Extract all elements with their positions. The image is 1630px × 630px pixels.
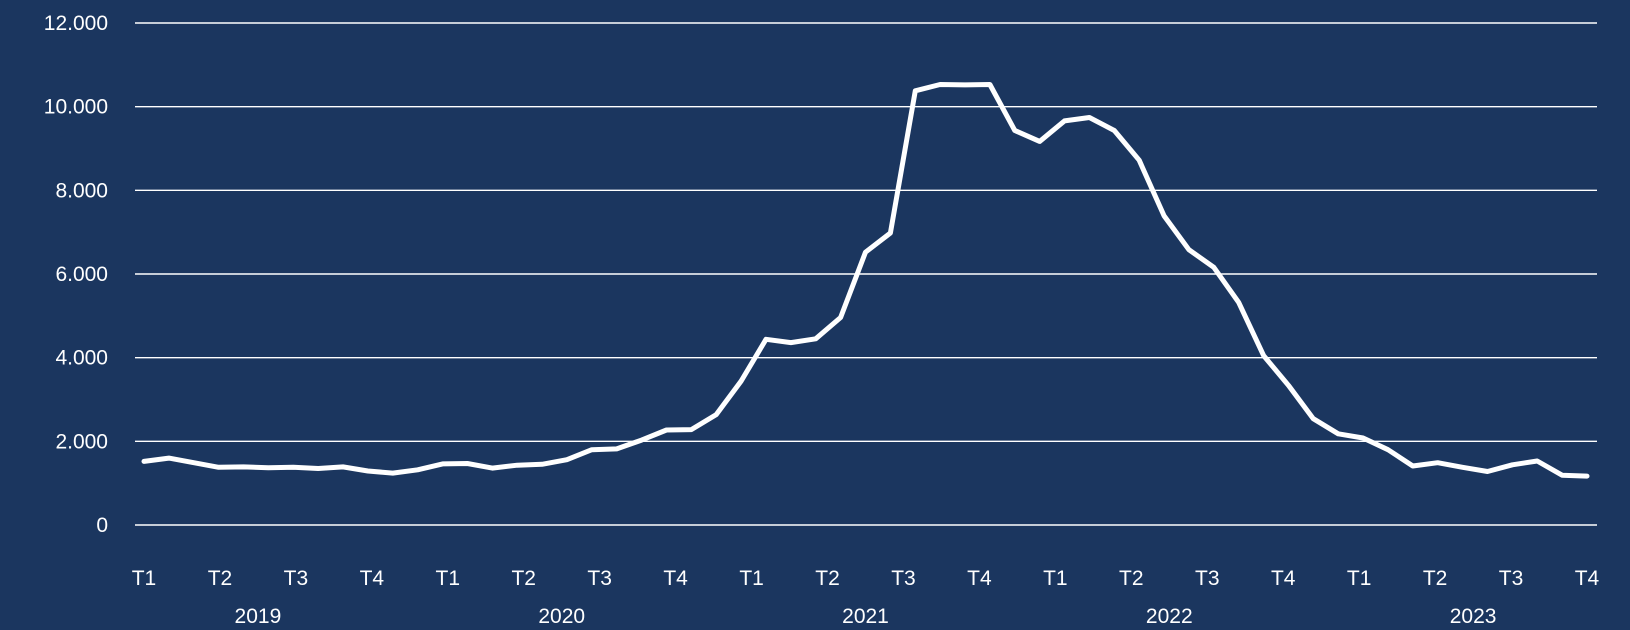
year-label: 2021 [842, 605, 889, 628]
x-tick-label: T3 [1499, 567, 1524, 590]
x-tick-label: T3 [1195, 567, 1220, 590]
x-tick-label: T2 [208, 567, 233, 590]
x-tick-label: T1 [1347, 567, 1372, 590]
year-label: 2019 [235, 605, 282, 628]
year-label: 2022 [1146, 605, 1193, 628]
x-tick-label: T4 [1575, 567, 1600, 590]
y-tick-label: 0 [96, 514, 108, 537]
x-tick-label: T2 [1119, 567, 1144, 590]
x-tick-label: T1 [739, 567, 764, 590]
x-tick-label: T3 [284, 567, 309, 590]
x-tick-label: T4 [360, 567, 385, 590]
x-tick-label: T2 [1423, 567, 1448, 590]
x-tick-label: T4 [1271, 567, 1296, 590]
x-tick-label: T4 [967, 567, 992, 590]
x-tick-label: T3 [587, 567, 612, 590]
x-tick-label: T1 [132, 567, 157, 590]
y-tick-label: 2.000 [55, 430, 108, 453]
y-tick-label: 10.000 [44, 96, 108, 119]
series-line [141, 82, 1590, 479]
x-tick-label: T1 [436, 567, 461, 590]
y-tick-label: 12.000 [44, 12, 108, 35]
y-tick-label: 6.000 [55, 263, 108, 286]
year-label: 2023 [1450, 605, 1497, 628]
x-tick-label: T3 [891, 567, 916, 590]
x-tick-label: T2 [815, 567, 840, 590]
x-tick-label: T1 [1043, 567, 1068, 590]
y-tick-label: 4.000 [55, 347, 108, 370]
year-label: 2020 [538, 605, 585, 628]
x-tick-label: T4 [663, 567, 688, 590]
x-tick-label: T2 [511, 567, 536, 590]
y-tick-label: 8.000 [55, 179, 108, 202]
